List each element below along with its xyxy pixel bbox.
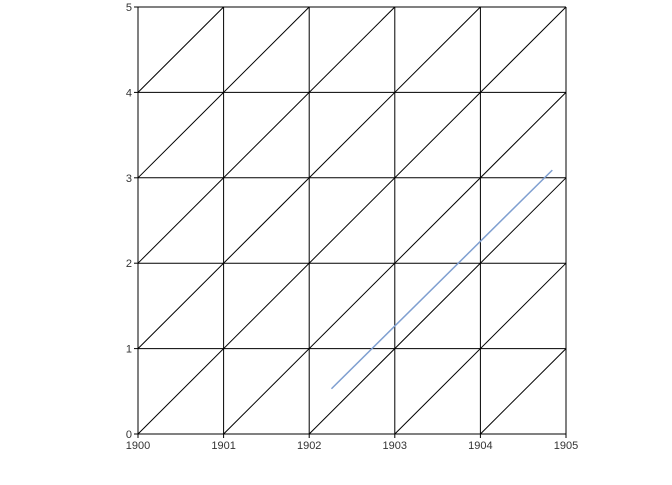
tick-label-layer: 1900 1901 1902 1903 1904 1905 0 1 2 3 4 5	[126, 2, 578, 452]
grid-line-diagonal	[137, 6, 310, 179]
y-tick-label: 2	[126, 258, 132, 270]
y-tick-label: 5	[126, 2, 132, 14]
y-tick-label: 1	[126, 344, 132, 356]
series-layer	[330, 169, 553, 390]
series-line	[330, 169, 553, 390]
y-tick-label: 4	[126, 87, 132, 99]
grid-layer	[137, 6, 567, 435]
grid-line-diagonal	[137, 6, 481, 349]
x-tick-label: 1901	[211, 440, 235, 452]
grid-line-diagonal	[308, 177, 567, 435]
grid-line-diagonal	[394, 262, 567, 435]
x-tick-label: 1902	[297, 440, 321, 452]
grid-line-diagonal	[137, 6, 224, 93]
grid-line-diagonal	[137, 6, 396, 264]
grid-line-diagonal	[137, 6, 567, 435]
diagonal-grid-layer	[137, 6, 567, 435]
x-tick-label: 1900	[126, 440, 150, 452]
axis-layer	[134, 6, 567, 438]
y-tick-label: 3	[126, 173, 132, 185]
x-tick-label: 1905	[554, 440, 578, 452]
x-tick-label: 1903	[383, 440, 407, 452]
grid-line-diagonal	[480, 348, 567, 435]
x-tick-label: 1904	[468, 440, 492, 452]
y-tick-label: 0	[126, 429, 132, 441]
grid-line-diagonal	[223, 92, 567, 435]
